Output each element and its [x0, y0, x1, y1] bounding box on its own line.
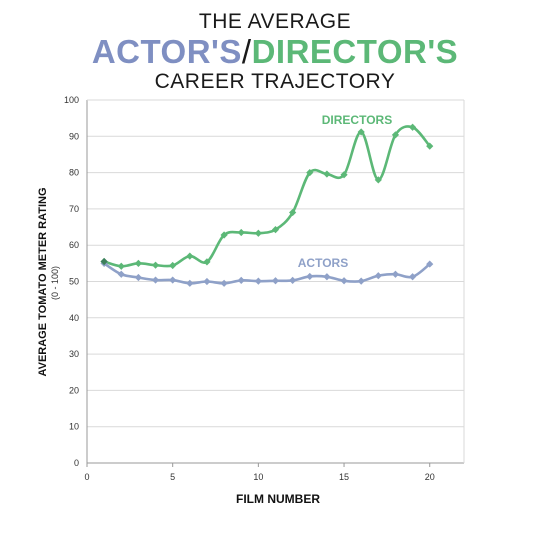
- grid-lines: [87, 99, 464, 428]
- y-tick-label: 100: [64, 95, 79, 105]
- data-point-actors: [426, 260, 434, 268]
- x-tick-label: 0: [84, 472, 89, 482]
- x-tick-label: 10: [253, 472, 263, 482]
- y-axis-sublabel: (0 - 100): [50, 266, 60, 300]
- data-point-directors: [306, 169, 314, 177]
- title-line-3: CAREER TRAJECTORY: [154, 70, 396, 93]
- data-point-actors: [254, 277, 262, 285]
- series-labels: DIRECTORS ACTORS: [298, 113, 392, 270]
- title-actor: ACTOR'S: [91, 33, 242, 70]
- y-tick-label: 60: [69, 240, 79, 250]
- data-point-actors: [169, 276, 177, 284]
- data-point-actors: [117, 270, 125, 278]
- data-point-directors: [134, 259, 143, 267]
- x-tick-label: 5: [170, 472, 175, 482]
- data-point-directors: [220, 231, 228, 239]
- data-point-directors: [186, 252, 194, 260]
- data-point-directors: [340, 171, 348, 179]
- data-point-actors: [374, 272, 382, 280]
- data-point-actors: [237, 276, 245, 285]
- series-lines: [102, 125, 432, 285]
- data-point-directors: [254, 229, 262, 237]
- title-director: DIRECTOR'S: [251, 33, 459, 70]
- data-point-directors: [357, 128, 365, 136]
- data-point-directors: [426, 142, 434, 150]
- data-point-directors: [289, 208, 297, 217]
- title-line-2: ACTOR'S/DIRECTOR'S: [0, 34, 550, 70]
- data-point-directors: [323, 170, 331, 178]
- title-line-1: THE AVERAGE: [198, 10, 352, 33]
- axes: [86, 99, 465, 467]
- data-point-actors: [289, 276, 297, 285]
- data-point-actors: [186, 279, 194, 287]
- data-point-directors: [408, 123, 417, 131]
- chart-title: THE AVERAGE ACTOR'S/DIRECTOR'S CAREER TR…: [0, 10, 550, 94]
- y-tick-label: 70: [69, 204, 79, 214]
- data-point-directors: [151, 261, 160, 269]
- tick-labels: 0 10 20 30 40 50 60 70 80 90 100 0 5 10 15 20: [64, 95, 435, 482]
- data-point-actors: [391, 270, 400, 278]
- y-tick-label: 30: [69, 349, 79, 359]
- data-point-actors: [134, 273, 143, 282]
- data-point-directors: [374, 176, 382, 184]
- data-point-directors: [203, 258, 211, 266]
- x-tick-label: 20: [425, 472, 435, 482]
- data-point-directors: [117, 262, 125, 270]
- y-tick-label: 20: [69, 385, 79, 395]
- y-tick-label: 80: [69, 168, 79, 178]
- data-point-actors: [306, 272, 314, 281]
- data-point-actors: [357, 277, 365, 285]
- title-slash: /: [241, 33, 252, 70]
- data-point-directors: [391, 131, 400, 139]
- y-axis-label: AVERAGE TOMATO METER RATING: [37, 187, 49, 376]
- x-axis-label: FILM NUMBER: [236, 492, 320, 506]
- data-point-actors: [323, 273, 331, 281]
- data-point-actors: [340, 277, 348, 285]
- data-point-directors: [169, 261, 177, 270]
- series-label-actors: ACTORS: [298, 256, 348, 270]
- x-tick-label: 15: [339, 472, 349, 482]
- y-tick-label: 50: [69, 277, 79, 287]
- data-point-actors: [203, 277, 211, 286]
- data-point-overlap: [100, 257, 108, 266]
- data-point-actors: [151, 276, 160, 284]
- series-points: [100, 123, 434, 287]
- data-point-actors: [408, 273, 417, 281]
- series-label-directors: DIRECTORS: [322, 113, 392, 127]
- data-point-actors: [271, 277, 280, 285]
- y-tick-label: 10: [69, 422, 79, 432]
- y-tick-label: 0: [74, 458, 79, 468]
- data-point-actors: [220, 279, 228, 287]
- data-point-directors: [271, 225, 280, 234]
- y-tick-label: 40: [69, 313, 79, 323]
- data-point-directors: [237, 228, 245, 237]
- y-tick-label: 90: [69, 131, 79, 141]
